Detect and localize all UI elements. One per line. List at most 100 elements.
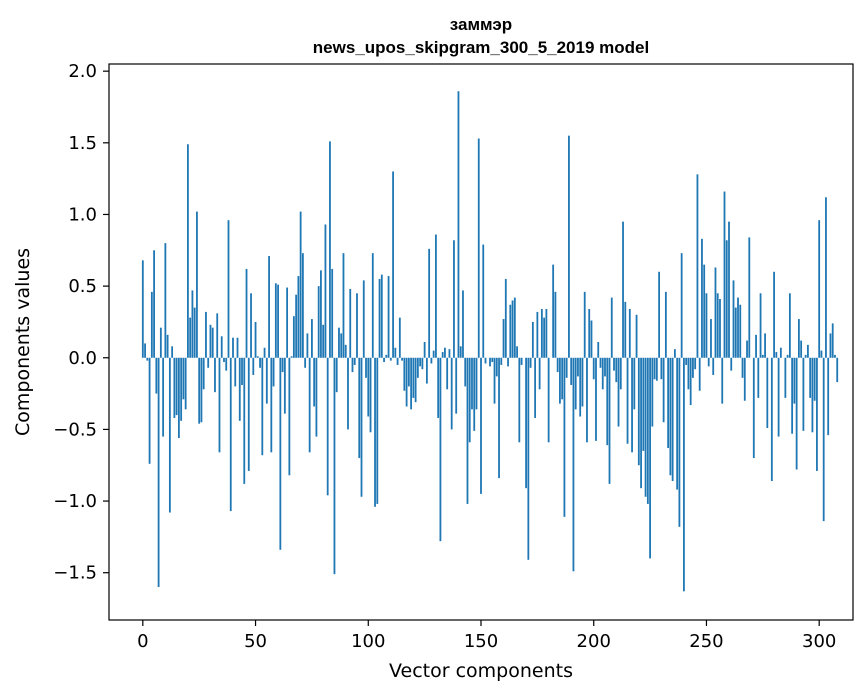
bar bbox=[660, 357, 663, 380]
bar bbox=[795, 357, 798, 470]
bar bbox=[581, 357, 584, 407]
bar bbox=[610, 297, 613, 358]
x-tick-label: 0 bbox=[137, 631, 148, 652]
bar bbox=[292, 316, 295, 358]
bar bbox=[525, 357, 527, 489]
bar bbox=[471, 357, 473, 410]
bar bbox=[536, 311, 539, 358]
bar bbox=[673, 349, 676, 358]
bar bbox=[173, 357, 176, 418]
bar bbox=[752, 357, 755, 459]
bar bbox=[685, 357, 688, 365]
bar bbox=[317, 286, 320, 358]
bar bbox=[414, 357, 417, 403]
bar bbox=[416, 357, 419, 378]
bar bbox=[166, 334, 169, 358]
bar bbox=[770, 357, 773, 481]
bar bbox=[477, 138, 480, 358]
bar bbox=[619, 357, 622, 390]
bar bbox=[676, 357, 679, 490]
bar bbox=[349, 288, 352, 358]
bar bbox=[301, 253, 304, 358]
bar bbox=[491, 357, 494, 363]
bar bbox=[637, 357, 640, 466]
bar bbox=[148, 357, 151, 464]
bar bbox=[534, 357, 537, 418]
bar bbox=[743, 357, 746, 401]
bar bbox=[315, 357, 318, 437]
bar bbox=[689, 357, 692, 406]
bar bbox=[376, 357, 379, 504]
bar bbox=[198, 357, 201, 424]
y-tick-label: 2.0 bbox=[68, 61, 97, 82]
bar bbox=[518, 357, 521, 443]
bar bbox=[297, 276, 300, 358]
bar bbox=[500, 357, 503, 365]
bar bbox=[410, 357, 413, 410]
bar bbox=[430, 357, 433, 364]
bar bbox=[565, 357, 568, 378]
bar bbox=[664, 291, 667, 358]
chart-title-line-2: news_upos_skipgram_300_5_2019 model bbox=[313, 38, 649, 57]
bar bbox=[588, 309, 591, 358]
bar bbox=[480, 357, 482, 494]
bar bbox=[232, 337, 234, 358]
bar bbox=[498, 357, 500, 479]
bar bbox=[464, 357, 467, 387]
bar bbox=[712, 357, 715, 375]
bar bbox=[457, 91, 460, 358]
x-tick-label: 150 bbox=[464, 631, 498, 652]
bar bbox=[475, 357, 478, 410]
bar bbox=[502, 319, 505, 358]
bar bbox=[658, 271, 661, 358]
bar bbox=[268, 256, 270, 358]
bar bbox=[694, 357, 697, 370]
bar bbox=[277, 284, 279, 358]
bar bbox=[340, 333, 343, 358]
bar bbox=[597, 342, 600, 358]
bar bbox=[326, 357, 329, 496]
y-axis-ticks: −1.5 −1.0 −0.5 0.0 0.5 1.0 1.5 2.0 bbox=[53, 61, 109, 584]
bar bbox=[775, 352, 778, 358]
bar bbox=[563, 357, 566, 517]
bar bbox=[628, 309, 631, 358]
bar bbox=[825, 197, 827, 358]
bar bbox=[831, 323, 834, 358]
bar bbox=[764, 333, 766, 358]
bar bbox=[547, 357, 550, 443]
bar bbox=[511, 300, 514, 358]
bar bbox=[725, 240, 728, 358]
bar bbox=[644, 357, 647, 497]
bar bbox=[669, 357, 672, 476]
bar bbox=[153, 250, 155, 358]
bar bbox=[707, 357, 710, 367]
bar bbox=[159, 327, 162, 358]
bar bbox=[757, 357, 760, 398]
bar bbox=[383, 357, 385, 363]
bar bbox=[254, 321, 257, 358]
bar bbox=[367, 357, 370, 417]
bar bbox=[295, 294, 298, 358]
bar bbox=[227, 220, 230, 358]
bar bbox=[324, 224, 327, 358]
bar bbox=[245, 268, 248, 358]
bar bbox=[320, 270, 322, 358]
bar bbox=[721, 357, 724, 404]
bar bbox=[259, 357, 261, 368]
bar bbox=[538, 357, 541, 390]
bar bbox=[407, 357, 410, 387]
bar bbox=[604, 357, 606, 377]
bar bbox=[509, 304, 512, 358]
bar bbox=[633, 357, 636, 410]
bar bbox=[396, 357, 399, 365]
x-tick-label: 100 bbox=[351, 631, 385, 652]
bar bbox=[579, 357, 582, 417]
bar bbox=[462, 290, 464, 358]
bar bbox=[784, 357, 787, 398]
bar bbox=[313, 357, 316, 407]
bar bbox=[329, 141, 331, 358]
bar bbox=[615, 357, 618, 383]
y-tick-label: 1.5 bbox=[68, 133, 97, 154]
x-tick-label: 300 bbox=[802, 631, 836, 652]
bar bbox=[247, 357, 250, 471]
